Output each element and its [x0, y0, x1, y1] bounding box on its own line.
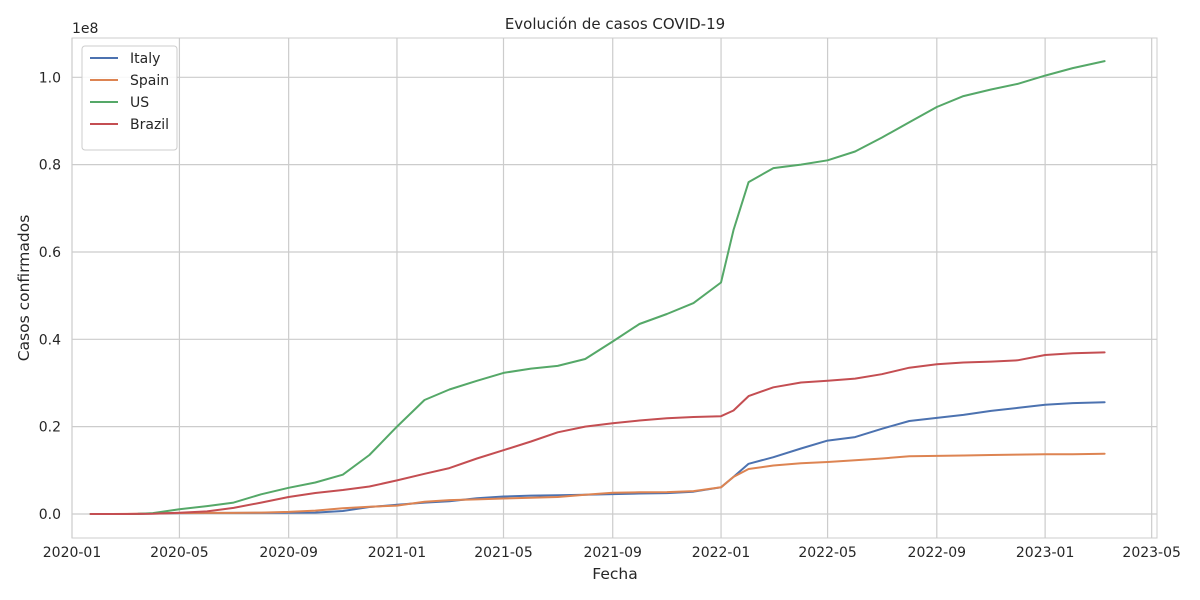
x-tick-label: 2020-01 — [43, 545, 102, 561]
y-tick-label: 0.4 — [39, 332, 61, 348]
y-tick-label: 0.0 — [39, 507, 61, 523]
x-tick-label: 2023-01 — [1016, 545, 1075, 561]
legend-label-us: US — [130, 95, 149, 111]
x-tick-label: 2023-05 — [1122, 545, 1181, 561]
x-tick-label: 2021-01 — [368, 545, 427, 561]
tick-layer: 2020-01 2020-05 2020-09 2021-01 2021-05 2021-… — [39, 70, 1181, 561]
x-axis-label: Fecha — [592, 565, 637, 583]
x-tick-label: 2022-05 — [798, 545, 857, 561]
chart-title: Evolución de casos COVID-19 — [505, 15, 725, 33]
legend-label-italy: Italy — [130, 51, 160, 67]
x-tick-label: 2020-09 — [259, 545, 318, 561]
legend-label-spain: Spain — [130, 73, 169, 89]
x-tick-label: 2021-05 — [474, 545, 533, 561]
y-tick-label: 1.0 — [39, 70, 61, 86]
y-axis-label: Casos confirmados — [15, 215, 33, 362]
legend-label-brazil: Brazil — [130, 117, 169, 133]
series-line-spain — [89, 452, 1106, 515]
x-tick-label: 2022-09 — [908, 545, 967, 561]
y-tick-label: 0.6 — [39, 245, 61, 261]
y-tick-label: 0.8 — [39, 158, 61, 174]
series-line-us — [89, 60, 1106, 515]
series-layer — [89, 60, 1106, 515]
x-tick-label: 2021-09 — [583, 545, 642, 561]
plot-area — [71, 37, 1158, 539]
y-offset-label: 1e8 — [72, 21, 98, 37]
series-line-brazil — [89, 351, 1106, 515]
x-tick-label: 2022-01 — [692, 545, 751, 561]
legend: Italy Spain US Brazil — [81, 45, 178, 151]
x-tick-label: 2020-05 — [150, 545, 209, 561]
y-tick-label: 0.2 — [39, 420, 61, 436]
